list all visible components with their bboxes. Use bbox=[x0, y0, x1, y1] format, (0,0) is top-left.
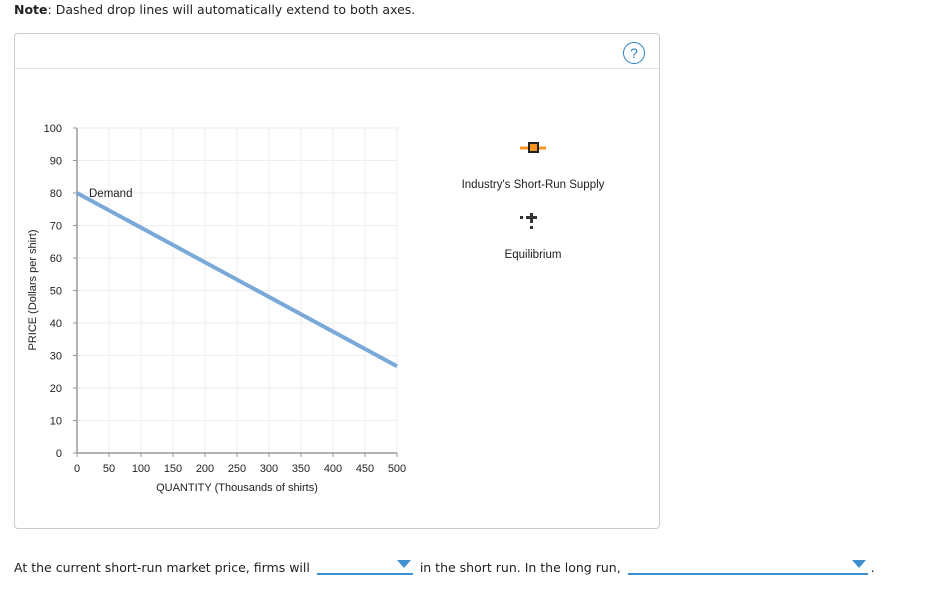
supply-legend-label: Industry's Short-Run Supply bbox=[462, 179, 605, 191]
y-tick-label: 90 bbox=[50, 156, 62, 168]
question-text-1: At the current short-run market price, f… bbox=[14, 560, 310, 575]
y-tick-label: 40 bbox=[50, 318, 62, 330]
question-text-2: in the short run. In the long run, bbox=[419, 560, 621, 575]
x-tick-label: 50 bbox=[103, 463, 115, 475]
note-text: : Dashed drop lines will automatically e… bbox=[47, 2, 416, 17]
y-tick-label: 0 bbox=[56, 448, 62, 460]
y-tick-label: 70 bbox=[50, 221, 62, 233]
equilibrium-legend-label: Equilibrium bbox=[505, 249, 562, 261]
x-tick-label: 150 bbox=[164, 463, 182, 475]
question-text-3: . bbox=[870, 560, 875, 575]
equilibrium-legend-icon[interactable] bbox=[520, 213, 537, 229]
y-tick-label: 80 bbox=[50, 188, 62, 200]
panel-header: ? bbox=[15, 34, 659, 69]
graph-panel: ? bbox=[14, 33, 660, 529]
x-tick-label: 300 bbox=[260, 463, 278, 475]
short-run-dropdown[interactable] bbox=[316, 557, 413, 575]
x-tick-label: 400 bbox=[324, 463, 342, 475]
y-tick-label: 50 bbox=[50, 286, 62, 298]
help-icon[interactable]: ? bbox=[623, 42, 645, 64]
demand-curve[interactable] bbox=[76, 191, 398, 368]
question: At the current short-run market price, f… bbox=[14, 557, 875, 575]
x-tick-label: 450 bbox=[356, 463, 374, 475]
x-tick-label: 0 bbox=[74, 463, 80, 475]
x-tick-label: 350 bbox=[292, 463, 310, 475]
x-tick-label: 200 bbox=[196, 463, 214, 475]
x-axis-label: QUANTITY (Thousands of shirts) bbox=[156, 482, 318, 494]
note: Note: Dashed drop lines will automatical… bbox=[14, 2, 415, 17]
y-tick-label: 30 bbox=[50, 351, 62, 363]
y-tick-label: 10 bbox=[50, 416, 62, 428]
x-tick-label: 250 bbox=[228, 463, 246, 475]
x-tick-label: 100 bbox=[132, 463, 150, 475]
chevron-down-icon bbox=[851, 560, 866, 568]
chevron-down-icon bbox=[396, 560, 411, 568]
supply-legend-icon[interactable] bbox=[520, 142, 546, 153]
y-tick-label: 100 bbox=[44, 123, 62, 135]
y-axis-label: PRICE (Dollars per shirt) bbox=[27, 229, 39, 350]
y-tick-label: 60 bbox=[50, 253, 62, 265]
note-label: Note bbox=[14, 2, 48, 17]
long-run-dropdown[interactable] bbox=[627, 557, 868, 575]
demand-label: Demand bbox=[89, 188, 132, 200]
y-tick-label: 20 bbox=[50, 383, 62, 395]
x-tick-label: 500 bbox=[388, 463, 406, 475]
